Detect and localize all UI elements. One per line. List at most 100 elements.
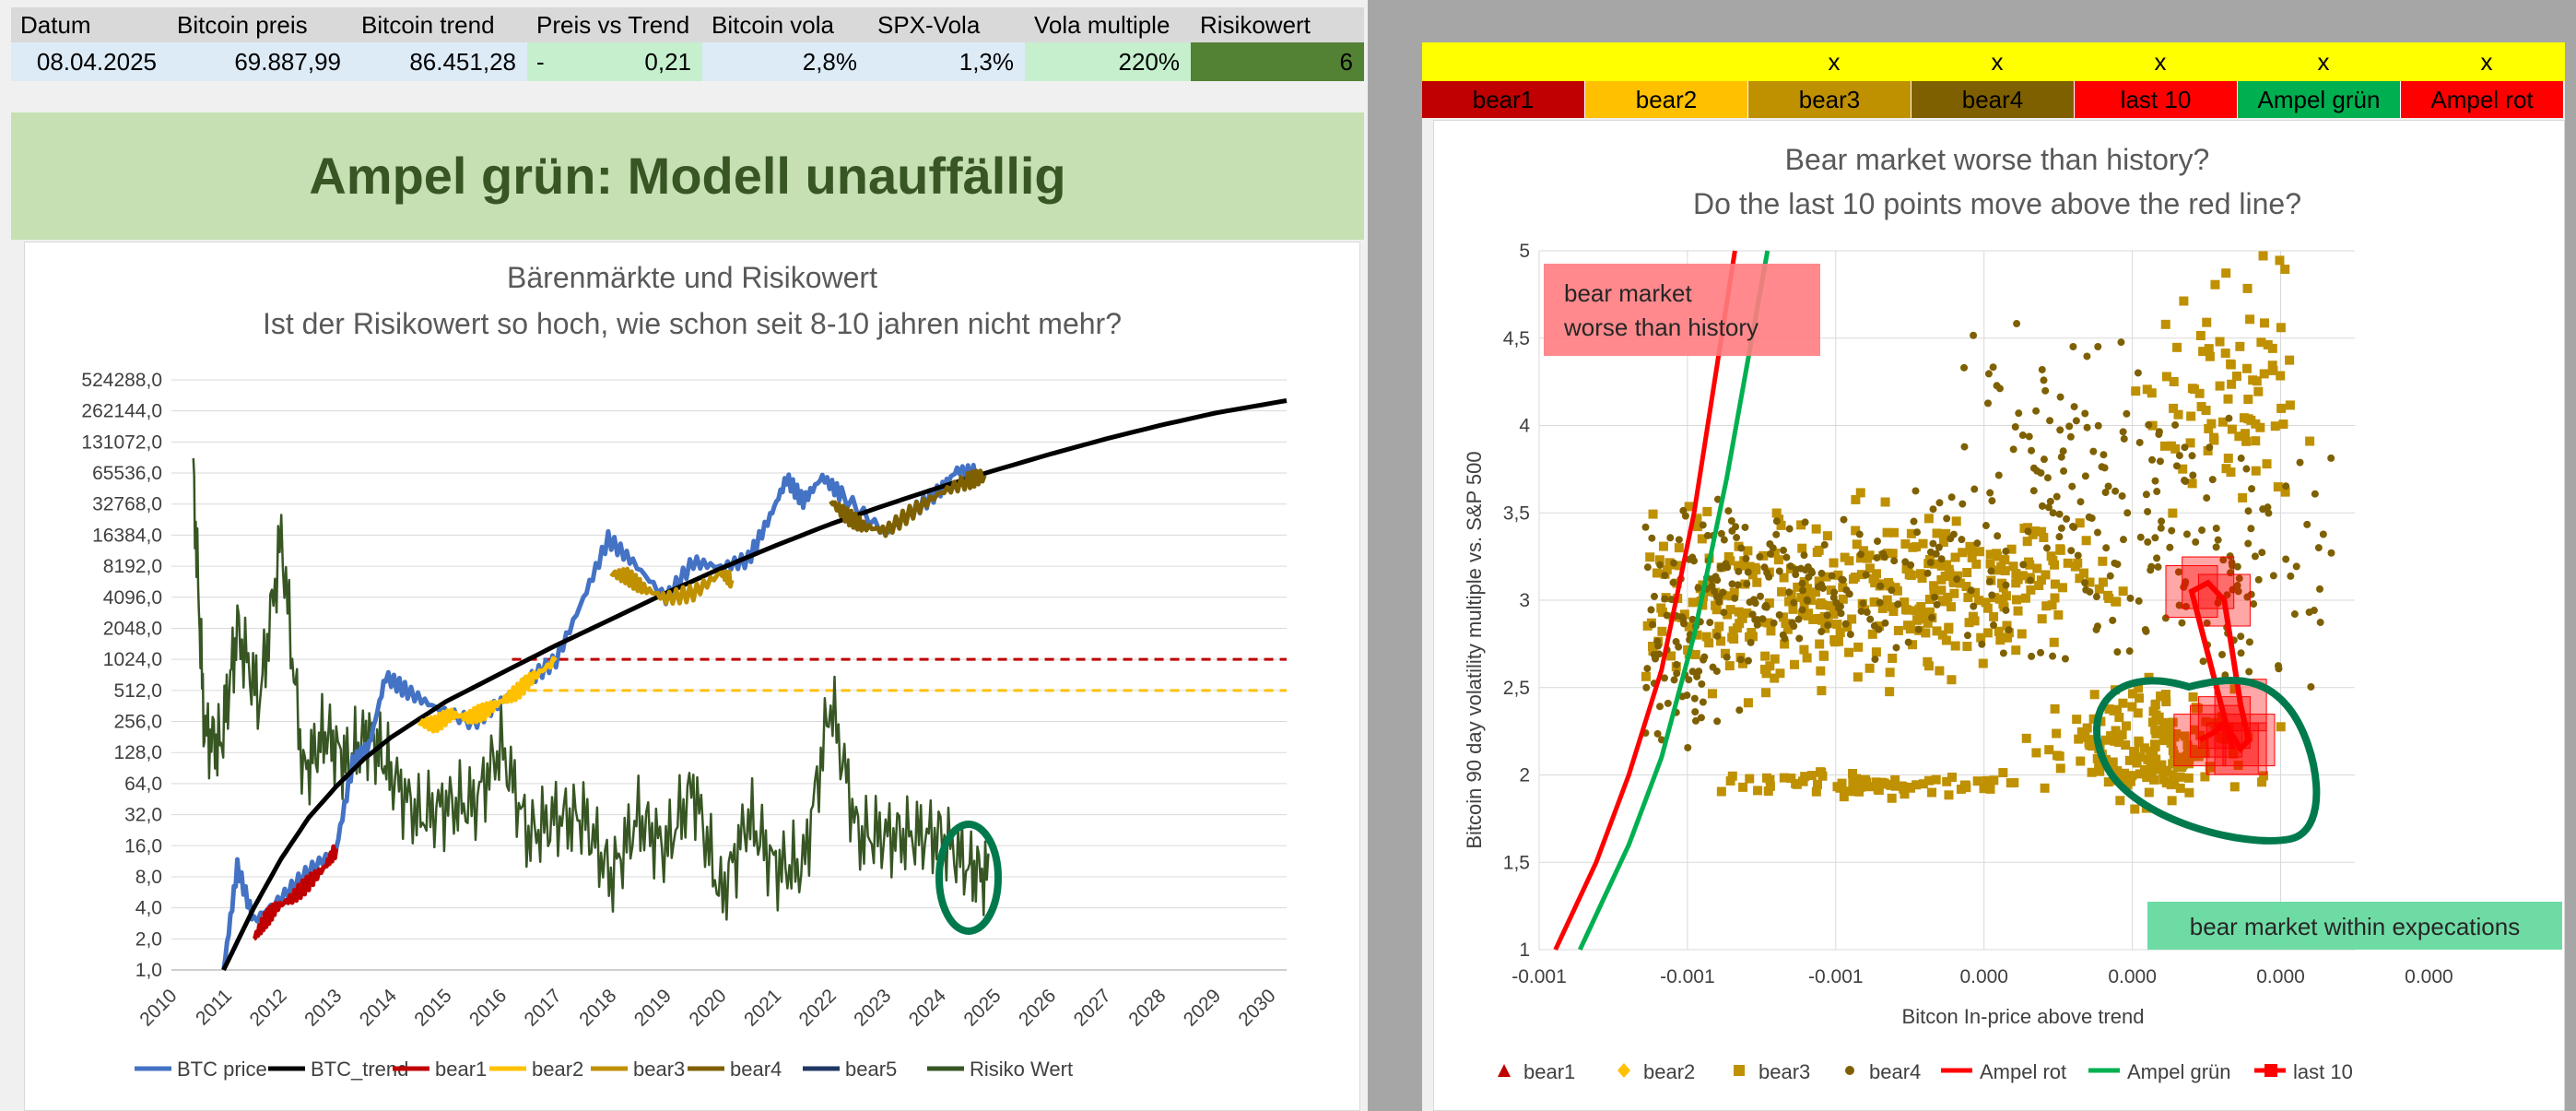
bear3-point <box>1985 784 1995 794</box>
bear3-point <box>2169 376 2179 386</box>
bear3-point <box>2142 384 2152 395</box>
bear3-point <box>2134 736 2144 746</box>
bear3-point <box>2111 597 2122 607</box>
value-cell-multiple[interactable]: 220% <box>1025 42 1191 81</box>
yellow-marker-row <box>1422 42 2565 81</box>
x-tick-label: 2020 <box>685 985 730 1030</box>
legend-label: bear1 <box>435 1058 487 1081</box>
bear3-point <box>1892 585 1902 596</box>
bear4-point <box>1673 669 1681 678</box>
value-cell-vola[interactable]: 2,8% <box>702 42 868 81</box>
y-tick-label: 4,0 <box>135 898 162 919</box>
bear4-point <box>1693 672 1701 680</box>
bear3-point <box>2170 443 2181 454</box>
bear3-point <box>1871 647 1881 657</box>
x-tick-label: 2016 <box>465 985 511 1030</box>
value-cell-spx[interactable]: 1,3% <box>868 42 1025 81</box>
column-header: Risikowert <box>1191 7 1364 42</box>
bear3-point <box>1799 644 1809 655</box>
bear4-point <box>1734 581 1742 589</box>
bear4-point <box>2218 651 2227 659</box>
bear4-point <box>1769 544 1777 552</box>
within-expectations-box <box>2147 902 2562 950</box>
bear3-point <box>1964 618 1974 628</box>
bear4-point <box>2098 463 2106 471</box>
y-tick-label: 65536,0 <box>92 463 162 484</box>
value-cell-preis[interactable]: 69.887,99 <box>168 42 352 81</box>
bear3-point <box>2008 561 2018 572</box>
value-cell-pvt[interactable]: 0,21 <box>527 42 702 81</box>
bear4-point <box>2141 626 2149 634</box>
legend-swatch-ampel-grün: Ampel grün <box>2238 81 2401 118</box>
bear4-point <box>1669 578 1677 586</box>
bear3-point <box>1778 612 1788 622</box>
bear3-point <box>1734 561 1744 571</box>
y-tick-label: 8,0 <box>135 867 162 888</box>
bear3-point <box>2276 371 2286 381</box>
bear4-point <box>2198 526 2206 535</box>
bear3-point <box>2170 778 2180 788</box>
bear3-point <box>2037 526 2047 537</box>
bear4-point <box>1775 567 1783 575</box>
bear4-point <box>2111 559 2119 567</box>
value-cell-risk[interactable]: 6 <box>1191 42 1364 81</box>
column-header: Bitcoin vola <box>702 7 868 42</box>
bear3-point <box>2133 708 2143 718</box>
bear4-point <box>1910 517 1918 526</box>
bear4-point <box>1855 530 1864 538</box>
bear3-point <box>2270 421 2280 431</box>
bear4-point <box>2135 597 2143 605</box>
bear3-point <box>2111 726 2121 736</box>
bear4-point <box>2153 554 2161 562</box>
bear3-point <box>1925 607 1935 617</box>
bear3-point <box>1937 596 1947 606</box>
worse-than-history-line1: bear market <box>1564 279 1692 307</box>
bear3-point <box>1941 635 1951 645</box>
bear3-point <box>1989 775 1999 786</box>
bear3-point <box>1822 531 1832 541</box>
value-cell-trend[interactable]: 86.451,28 <box>352 42 527 81</box>
value-cell-datum[interactable]: 08.04.2025 <box>11 42 168 81</box>
bear3-point <box>1968 611 1978 621</box>
bear4-point <box>2083 423 2091 431</box>
bear4-point <box>1947 493 1956 502</box>
bear4-point <box>1792 565 1800 573</box>
bear3-point <box>1833 636 1843 646</box>
bear4-point <box>2148 455 2157 464</box>
bear3-point <box>1946 602 1956 612</box>
bear4-point <box>1656 561 1664 569</box>
bear3-point <box>2193 746 2203 756</box>
bear4-point <box>1947 535 1955 543</box>
bear4-point <box>1728 526 1736 535</box>
bear3-point <box>1692 630 1702 640</box>
bear4-point <box>2254 575 2263 584</box>
column-header: Bitcoin trend <box>352 7 527 42</box>
bear3-point <box>1844 647 1854 657</box>
risk-chart-subtitle: Ist der Risikowert so hoch, wie schon se… <box>263 307 1122 340</box>
legend-marker <box>1617 1063 1630 1078</box>
bear4-point <box>2005 626 2013 634</box>
bear3-point <box>1832 782 1842 792</box>
bear4-point <box>1795 634 1804 643</box>
legend-label: bear1 <box>1523 1060 1575 1083</box>
legend-label: bear4 <box>730 1058 782 1081</box>
bear3-point <box>2200 772 2210 782</box>
bear4-point <box>1926 548 1935 556</box>
bear4-point <box>2102 544 2111 552</box>
bear4-point <box>2081 472 2089 480</box>
bear4-point <box>2065 422 2074 431</box>
bear4-point <box>2248 485 2256 493</box>
bear4-point <box>1654 642 1663 650</box>
bear4-point <box>1775 611 1783 620</box>
bear4-point <box>2189 471 2197 479</box>
bear3-point <box>1832 620 1842 630</box>
bear3-point <box>1775 668 1785 679</box>
x-tick-label: 2027 <box>1070 985 1115 1030</box>
bear4-point <box>1786 562 1794 571</box>
bear4-point <box>2244 507 2253 515</box>
bear3-point <box>1888 653 1898 663</box>
y-tick-label: 64,0 <box>124 774 162 795</box>
bear4-point <box>1731 594 1739 602</box>
bear3-point <box>2226 360 2236 370</box>
bear4-point <box>1707 575 1715 584</box>
